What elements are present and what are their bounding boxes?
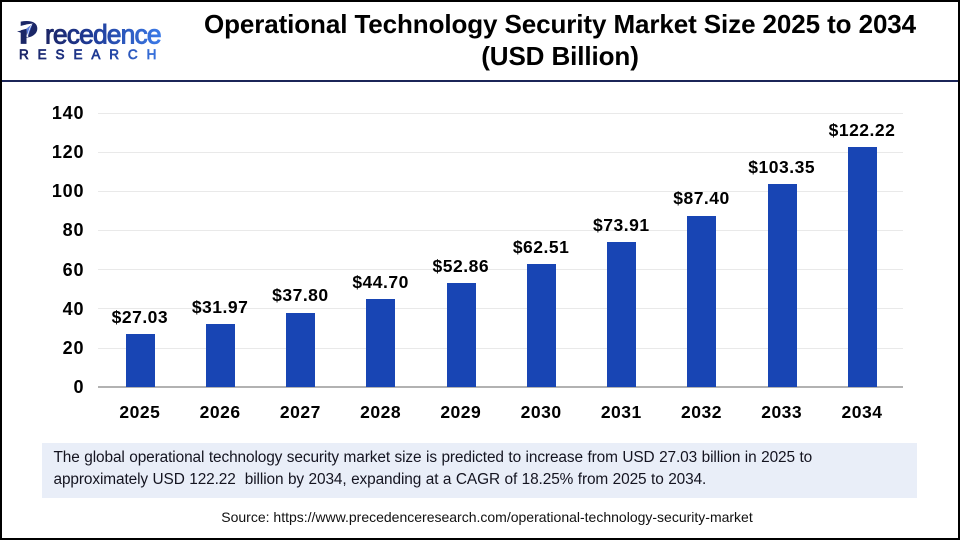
svg-text:recedence: recedence [45, 20, 161, 50]
svg-text:RESEARCH: RESEARCH [19, 47, 164, 62]
